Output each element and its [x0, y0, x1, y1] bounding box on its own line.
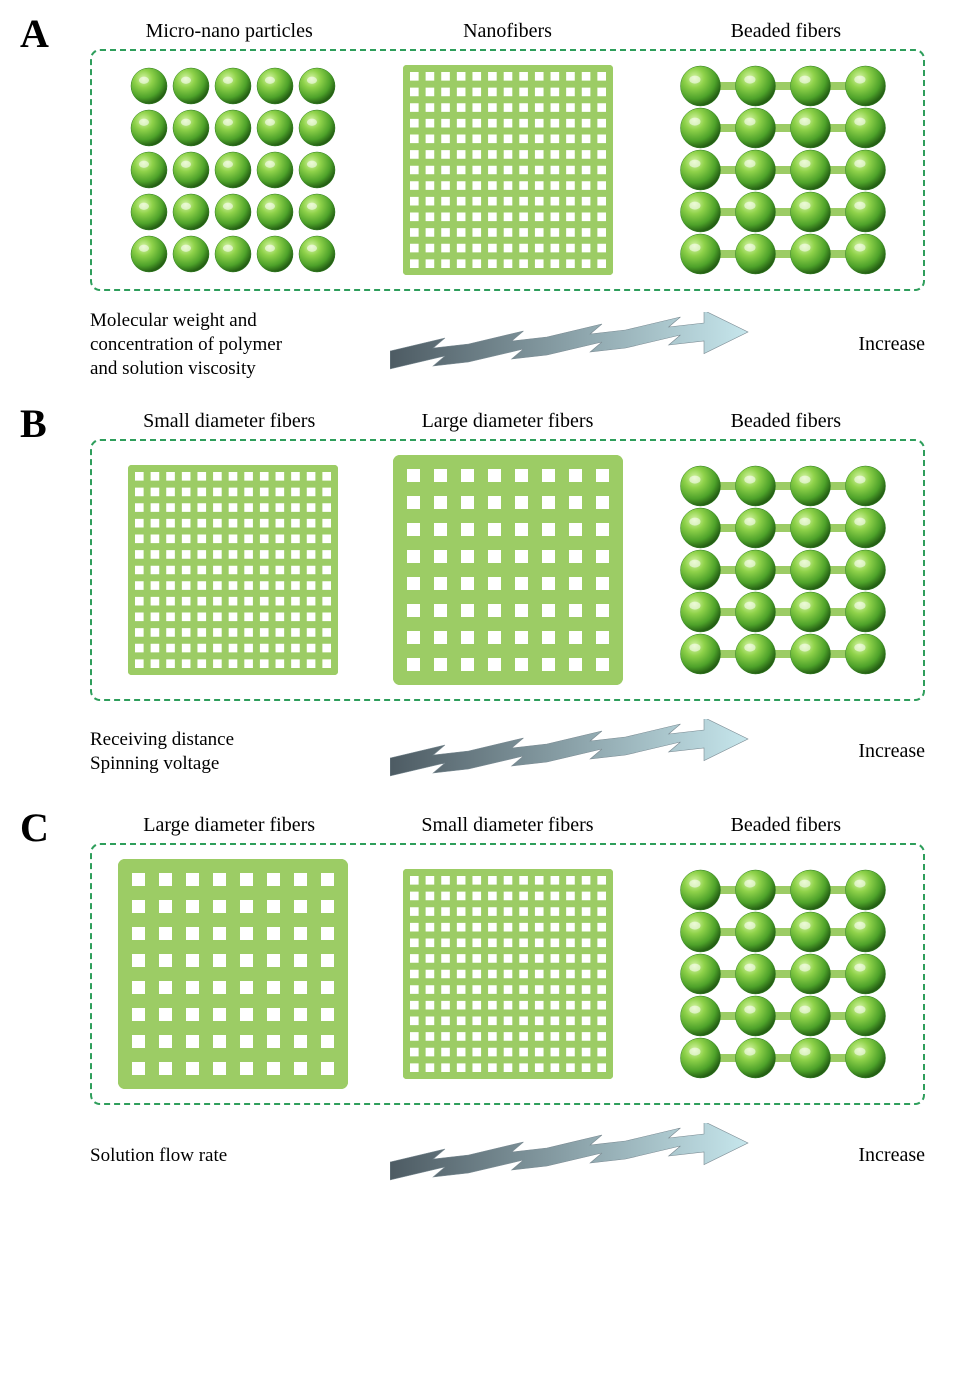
dashed-box	[90, 843, 925, 1105]
arrow-left-caption: Solution flow rate	[90, 1144, 370, 1168]
section-c: CLarge diameter fibersSmall diameter fib…	[30, 814, 925, 1188]
section-letter: A	[20, 10, 49, 57]
column-label: Beaded fibers	[647, 20, 925, 43]
panel-coarse_mesh	[110, 859, 355, 1089]
column-label: Beaded fibers	[647, 814, 925, 837]
panel-fine_mesh	[385, 869, 630, 1079]
column-label: Beaded fibers	[647, 410, 925, 433]
panel-coarse_mesh	[385, 455, 630, 685]
zigzag-arrow-icon	[390, 312, 838, 377]
zigzag-arrow-icon	[390, 1123, 838, 1188]
arrow-left-caption: Molecular weight andconcentration of pol…	[90, 309, 370, 380]
column-labels: Micro-nano particlesNanofibersBeaded fib…	[90, 20, 925, 43]
arrow-row: Receiving distanceSpinning voltage Increa…	[90, 719, 925, 784]
arrow-right-caption: Increase	[858, 1144, 925, 1167]
column-label: Small diameter fibers	[368, 814, 646, 837]
section-letter: B	[20, 400, 47, 447]
panel-fine_mesh	[110, 465, 355, 675]
column-label: Nanofibers	[368, 20, 646, 43]
arrow-right-caption: Increase	[858, 333, 925, 356]
zigzag-arrow-icon	[390, 719, 838, 784]
arrow-row: Molecular weight andconcentration of pol…	[90, 309, 925, 380]
section-a: AMicro-nano particlesNanofibersBeaded fi…	[30, 20, 925, 380]
arrow-right-caption: Increase	[858, 740, 925, 763]
column-labels: Small diameter fibersLarge diameter fibe…	[90, 410, 925, 433]
arrow-row: Solution flow rate Increase	[90, 1123, 925, 1188]
panel-spheres	[110, 65, 355, 275]
column-label: Large diameter fibers	[90, 814, 368, 837]
section-letter: C	[20, 804, 49, 851]
panel-beaded	[660, 465, 905, 675]
dashed-box	[90, 49, 925, 291]
column-labels: Large diameter fibersSmall diameter fibe…	[90, 814, 925, 837]
panel-beaded	[660, 869, 905, 1079]
panel-fine_mesh	[385, 65, 630, 275]
column-label: Micro-nano particles	[90, 20, 368, 43]
dashed-box	[90, 439, 925, 701]
section-b: BSmall diameter fibersLarge diameter fib…	[30, 410, 925, 784]
column-label: Large diameter fibers	[368, 410, 646, 433]
arrow-left-caption: Receiving distanceSpinning voltage	[90, 728, 370, 776]
panel-beaded	[660, 65, 905, 275]
column-label: Small diameter fibers	[90, 410, 368, 433]
